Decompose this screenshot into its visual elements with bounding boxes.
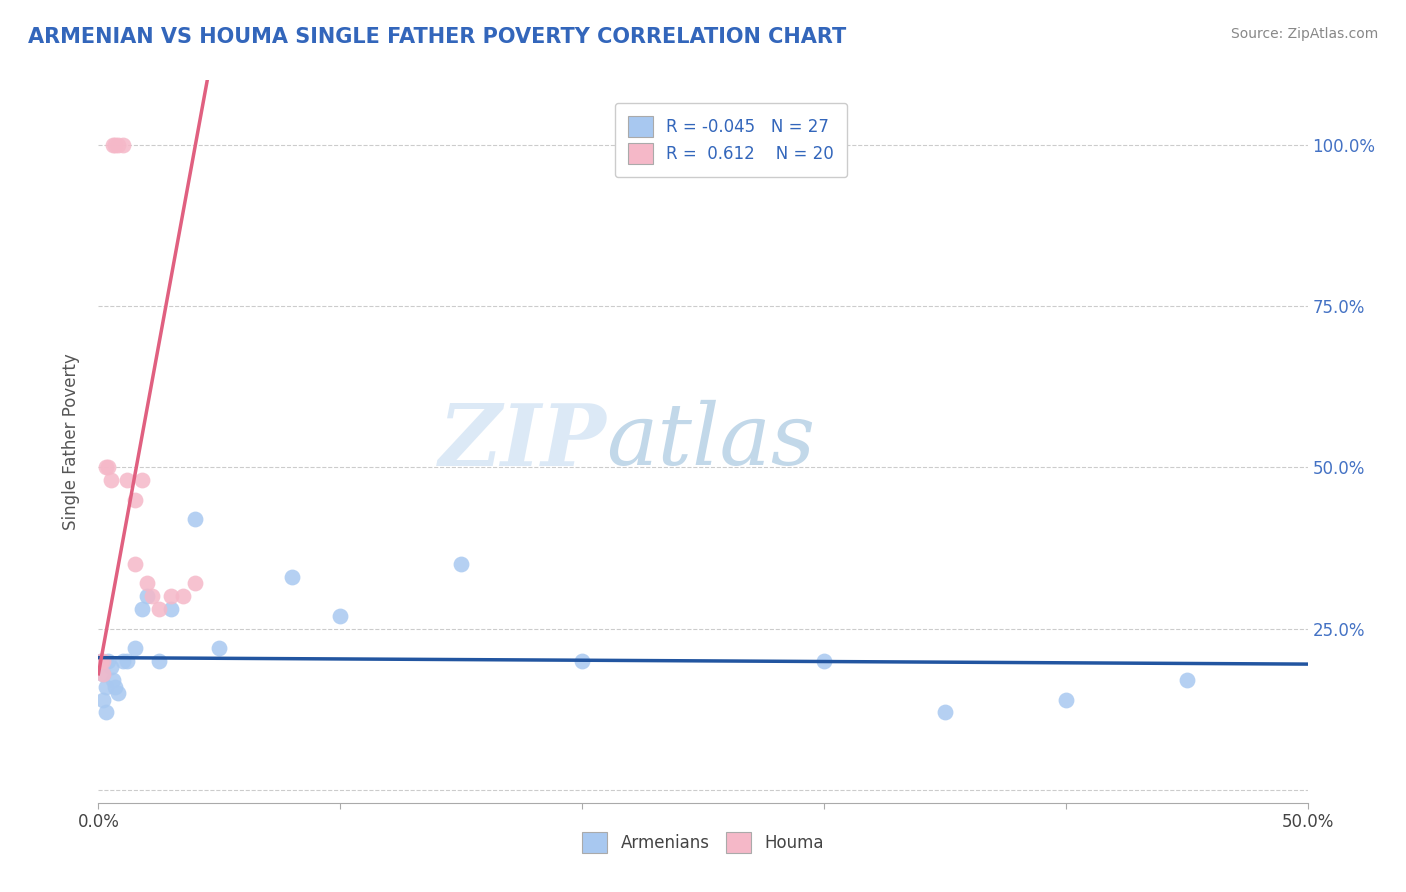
Point <box>107 137 129 152</box>
Point <box>111 137 134 152</box>
Point <box>100 660 122 674</box>
Point <box>1175 673 1198 688</box>
Point <box>104 680 127 694</box>
Point <box>934 706 956 720</box>
Point <box>97 460 120 475</box>
Point <box>111 654 134 668</box>
Point <box>91 654 114 668</box>
Point <box>160 602 183 616</box>
Point <box>450 557 472 571</box>
Point <box>148 602 170 616</box>
Point <box>91 666 114 681</box>
Text: ZIP: ZIP <box>439 400 606 483</box>
Point <box>101 137 124 152</box>
Point <box>329 608 352 623</box>
Point <box>135 590 157 604</box>
Point <box>131 602 153 616</box>
Point <box>571 654 593 668</box>
Text: ARMENIAN VS HOUMA SINGLE FATHER POVERTY CORRELATION CHART: ARMENIAN VS HOUMA SINGLE FATHER POVERTY … <box>28 27 846 46</box>
Point <box>1054 692 1077 706</box>
Point <box>90 654 112 668</box>
Point <box>160 590 183 604</box>
Point <box>184 576 207 591</box>
Point <box>172 590 194 604</box>
Point <box>91 666 114 681</box>
Point <box>131 473 153 487</box>
Point <box>124 640 146 655</box>
Y-axis label: Single Father Poverty: Single Father Poverty <box>62 353 80 530</box>
Legend: Armenians, Houma: Armenians, Houma <box>575 826 831 860</box>
Point <box>91 692 114 706</box>
Point <box>94 460 117 475</box>
Point <box>124 492 146 507</box>
Point <box>107 686 129 700</box>
Point <box>281 570 304 584</box>
Point <box>117 654 139 668</box>
Point <box>97 654 120 668</box>
Point <box>117 473 139 487</box>
Point <box>100 473 122 487</box>
Point <box>94 706 117 720</box>
Point <box>104 137 127 152</box>
Point <box>184 512 207 526</box>
Text: atlas: atlas <box>606 401 815 483</box>
Point <box>148 654 170 668</box>
Point <box>124 557 146 571</box>
Point <box>90 654 112 668</box>
Point <box>101 673 124 688</box>
Point <box>141 590 163 604</box>
Point <box>94 680 117 694</box>
Point <box>135 576 157 591</box>
Point <box>813 654 835 668</box>
Text: Source: ZipAtlas.com: Source: ZipAtlas.com <box>1230 27 1378 41</box>
Point <box>208 640 231 655</box>
